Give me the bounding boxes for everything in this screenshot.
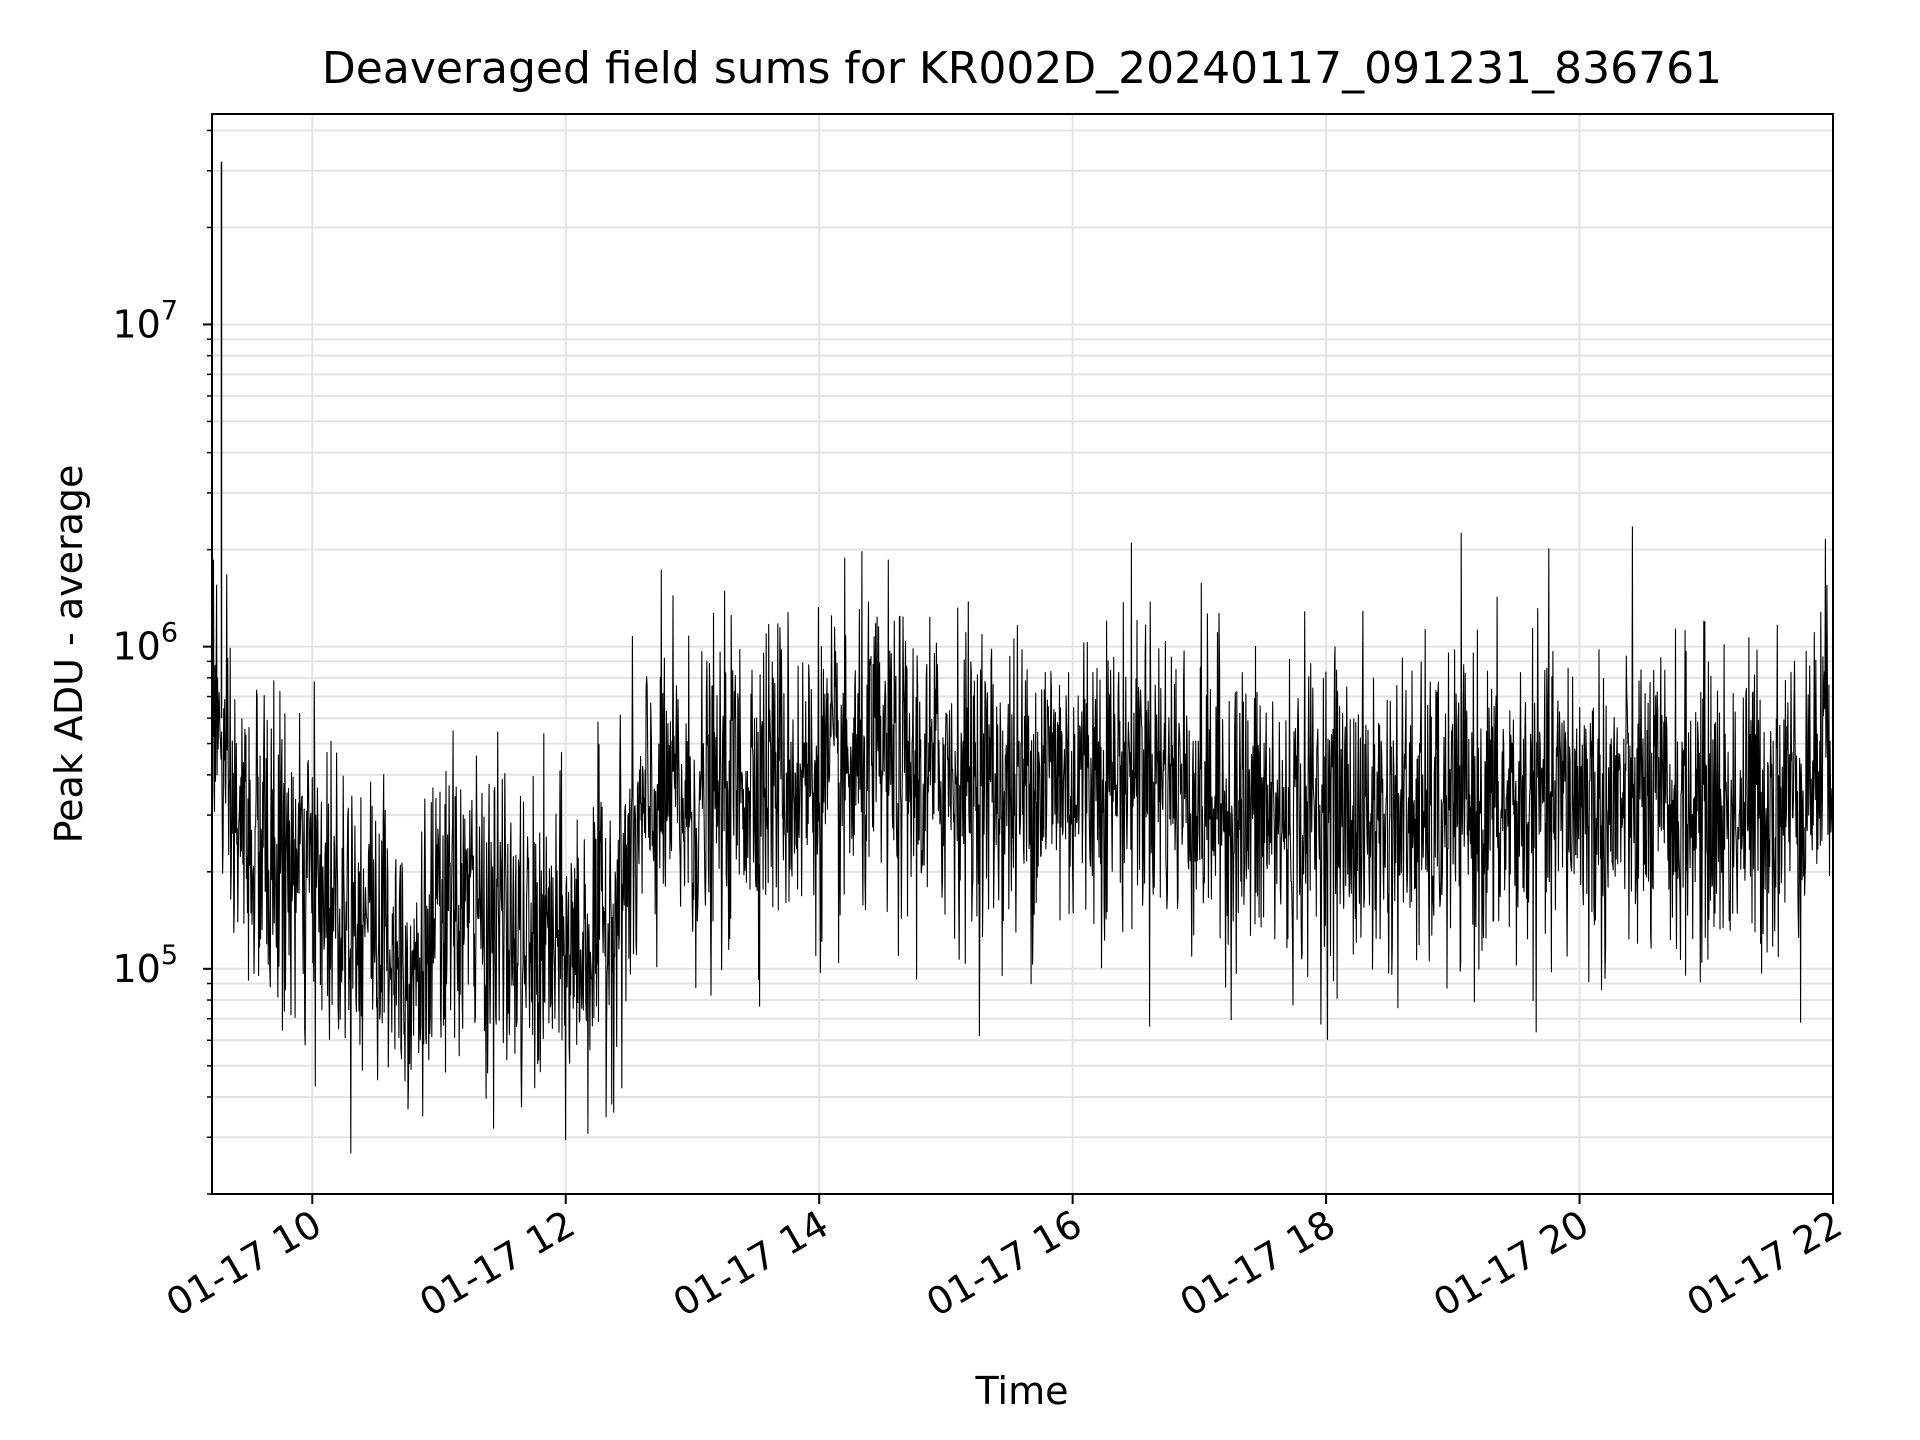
x-tick-label: 01-17 12 xyxy=(412,1202,582,1326)
y-tick-label: 106 xyxy=(112,618,178,669)
series-layer xyxy=(211,161,1834,1154)
series-line xyxy=(211,526,1834,1154)
x-tick-label: 01-17 14 xyxy=(666,1202,836,1326)
x-tick-label: 01-17 10 xyxy=(159,1202,329,1326)
x-axis: 01-17 10 01-17 12 01-17 14 01-17 16 01-17 18… xyxy=(159,1194,1850,1325)
y-tick-label: 107 xyxy=(112,295,178,346)
plot-frame xyxy=(211,113,1834,1195)
x-tick-label: 01-17 20 xyxy=(1426,1202,1596,1326)
x-tick-label: 01-17 18 xyxy=(1173,1202,1343,1326)
y-axis: 105 106 107 xyxy=(112,129,212,1195)
x-tick-label: 01-17 22 xyxy=(1680,1202,1850,1326)
x-tick-label: 01-17 16 xyxy=(919,1202,1089,1326)
y-tick-label: 105 xyxy=(112,940,178,991)
x-axis-label: Time xyxy=(975,1369,1069,1413)
y-axis-label: Peak ADU - average xyxy=(47,465,91,844)
chart-title: Deaveraged field sums for KR002D_2024011… xyxy=(322,43,1722,94)
